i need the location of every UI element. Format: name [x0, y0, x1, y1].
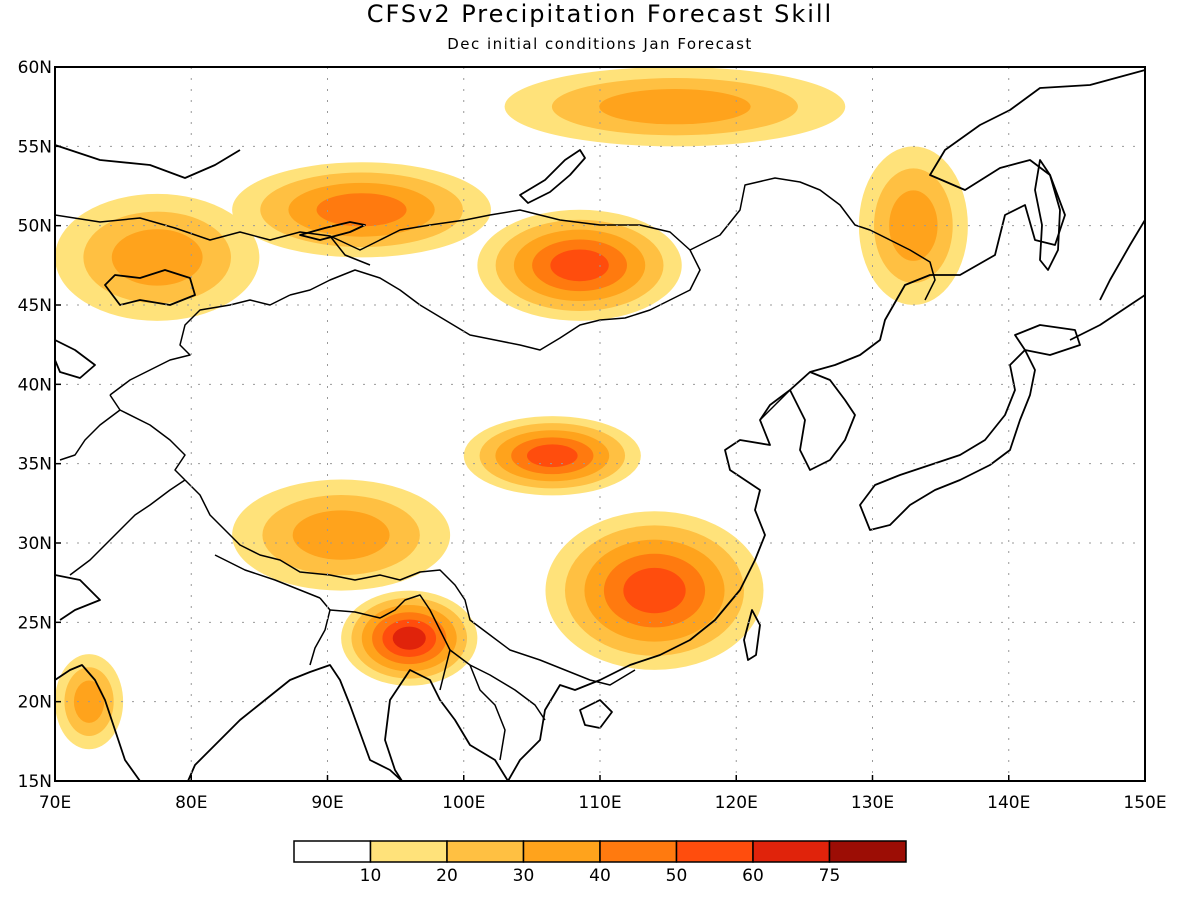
lon-tick-label: 140E	[987, 793, 1030, 813]
colorbar-label: 60	[742, 866, 764, 886]
colorbar-swatch	[675, 840, 754, 863]
skill-contour	[527, 444, 578, 468]
colorbar-label: 50	[666, 866, 688, 886]
colorbar-swatch	[369, 840, 448, 863]
colorbar-swatch	[293, 840, 372, 863]
skill-contour	[599, 89, 751, 125]
skill-shading	[55, 67, 968, 750]
lat-tick-label: 15N	[18, 772, 52, 792]
lat-tick-label: 50N	[18, 217, 52, 237]
lat-tick-label: 20N	[18, 693, 52, 713]
lat-tick-label: 30N	[18, 534, 52, 554]
colorbar-label: 30	[513, 866, 535, 886]
skill-contour	[316, 193, 407, 227]
longitude-axis: 70E 80E 90E 100E 110E 120E 130E 140E 150E	[39, 775, 1167, 813]
colorbar: 10 20 30 40 50 60 75	[293, 840, 907, 886]
lon-tick-label: 130E	[851, 793, 894, 813]
lon-tick-label: 150E	[1123, 793, 1166, 813]
skill-region	[463, 416, 641, 496]
skill-contour	[623, 567, 686, 614]
colorbar-swatch	[828, 840, 907, 863]
lon-tick-label: 120E	[715, 793, 758, 813]
lon-tick-label: 100E	[442, 793, 485, 813]
colorbar-swatch	[599, 840, 678, 863]
skill-region	[232, 162, 491, 258]
lat-tick-label: 25N	[18, 613, 52, 633]
graticule	[55, 67, 1145, 781]
skill-region	[504, 67, 846, 147]
skill-contour	[111, 229, 203, 286]
skill-contour	[550, 249, 609, 282]
colorbar-label: 20	[436, 866, 458, 886]
chart-title: CFSv2 Precipitation Forecast Skill	[366, 0, 834, 28]
skill-region	[232, 479, 451, 591]
lon-tick-label: 70E	[39, 793, 71, 813]
colorbar-label: 75	[819, 866, 841, 886]
skill-region	[545, 511, 764, 670]
lon-tick-label: 110E	[578, 793, 621, 813]
skill-region	[55, 193, 260, 321]
skill-region	[341, 590, 478, 686]
lat-tick-label: 55N	[18, 137, 52, 157]
skill-region	[477, 209, 682, 321]
lat-tick-label: 60N	[18, 58, 52, 78]
latitude-axis: 15N 20N 25N 30N 35N 40N 45N 50N 55N 60N	[18, 58, 61, 792]
lon-tick-label: 90E	[311, 793, 343, 813]
coastlines	[55, 69, 1145, 781]
colorbar-swatch	[446, 840, 525, 863]
lat-tick-label: 35N	[18, 455, 52, 475]
lat-tick-label: 45N	[18, 296, 52, 316]
skill-contour	[392, 626, 426, 650]
colorbar-label: 10	[360, 866, 382, 886]
colorbar-swatch	[522, 840, 601, 863]
country-borders	[55, 177, 936, 761]
colorbar-label: 40	[589, 866, 611, 886]
lat-tick-label: 40N	[18, 375, 52, 395]
lon-tick-label: 80E	[175, 793, 207, 813]
colorbar-swatch	[752, 840, 831, 863]
chart-subtitle: Dec initial conditions Jan Forecast	[447, 35, 753, 53]
skill-contour	[292, 510, 390, 560]
